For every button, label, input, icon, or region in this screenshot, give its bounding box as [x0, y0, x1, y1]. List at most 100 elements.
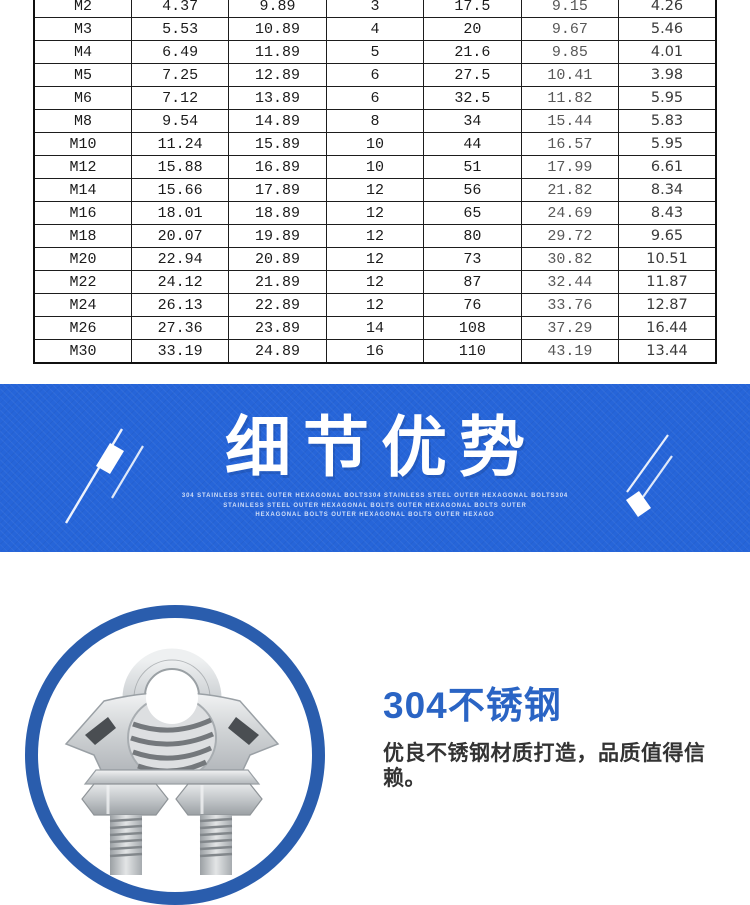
table-row: M3 5.53 10.89 4 20 9.67 5.46 [33, 17, 717, 41]
table-cell: 12 [325, 247, 425, 271]
table-row: M4 6.49 11.89 5 21.6 9.85 4.01 [33, 40, 717, 64]
table-row: M18 20.07 19.89 12 80 29.72 9.65 [33, 224, 717, 248]
table-cell: 6.49 [130, 40, 230, 64]
table-cell: 30.82 [520, 247, 620, 271]
table-cell: 23.89 [228, 316, 327, 340]
table-cell: 24.89 [228, 339, 327, 364]
table-row: M22 24.12 21.89 12 87 32.44 11.87 [33, 270, 717, 294]
table-cell: 12.89 [228, 63, 327, 87]
table-cell: 7.25 [130, 63, 230, 87]
table-cell: M22 [33, 270, 132, 294]
table-cell: 34 [423, 109, 522, 133]
feature-text-block: 304不锈钢 优良不锈钢材质打造，品质值得信赖。 [383, 685, 723, 791]
table-cell: 24.12 [130, 270, 230, 294]
table-cell: 10.51 [618, 247, 717, 271]
table-cell: 15.66 [130, 178, 230, 202]
table-cell: M12 [33, 155, 132, 179]
table-cell: 22.89 [228, 293, 327, 317]
banner-section: 细节优势 304 STAINLESS STEEL OUTER HEXAGONAL… [0, 384, 750, 552]
banner-subtitle-line: 304 STAINLESS STEEL OUTER HEXAGONAL BOLT… [181, 493, 569, 499]
table-cell: 108 [423, 316, 522, 340]
table-cell: 10.41 [520, 63, 620, 87]
table-cell: 3.98 [618, 63, 717, 87]
table-row: M30 33.19 24.89 16 110 43.19 13.44 [33, 339, 717, 364]
table-cell: 21.89 [228, 270, 327, 294]
table-cell: M8 [33, 109, 132, 133]
table-cell: 16.89 [228, 155, 327, 179]
table-cell: 27.36 [130, 316, 230, 340]
table-cell: 7.12 [130, 86, 230, 110]
table-cell: 24.69 [520, 201, 620, 225]
feature-heading: 304不锈钢 [383, 685, 562, 726]
table-cell: M4 [33, 40, 132, 64]
table-cell: 9.15 [520, 0, 620, 18]
product-photo-circle [25, 605, 325, 905]
table-cell: 33.19 [130, 339, 230, 364]
table-cell: M14 [33, 178, 132, 202]
table-cell: 12 [325, 178, 425, 202]
table-cell: 13.89 [228, 86, 327, 110]
table-row: M26 27.36 23.89 14 108 37.29 16.44 [33, 316, 717, 340]
table-cell: 27.5 [423, 63, 522, 87]
table-cell: 5 [325, 40, 425, 64]
table-cell: M5 [33, 63, 132, 87]
table-cell: 11.89 [228, 40, 327, 64]
table-cell: 76 [423, 293, 522, 317]
table-row: M6 7.12 13.89 6 32.5 11.82 5.95 [33, 86, 717, 110]
table-cell: 6 [325, 86, 425, 110]
table-cell: 6 [325, 63, 425, 87]
diagonal-slash-decoration-right [626, 434, 673, 517]
table-cell: 73 [423, 247, 522, 271]
table-cell: M18 [33, 224, 132, 248]
spec-table-body: M2 4.37 9.89 3 17.5 9.15 4.26 M3 5.53 10.89 4 20 9.6… [33, 0, 717, 364]
table-row: M8 9.54 14.89 8 34 15.44 5.83 [33, 109, 717, 133]
table-cell: 20.89 [228, 247, 327, 271]
table-cell: 3 [325, 0, 425, 18]
table-cell: 5.83 [618, 109, 717, 133]
table-cell: 11.82 [520, 86, 620, 110]
table-cell: 8.34 [618, 178, 717, 202]
table-cell: 14 [325, 316, 425, 340]
banner-subtitle: 304 STAINLESS STEEL OUTER HEXAGONAL BOLT… [0, 492, 750, 521]
table-row: M24 26.13 22.89 12 76 33.76 12.87 [33, 293, 717, 317]
table-cell: 51 [423, 155, 522, 179]
table-cell: 17.99 [520, 155, 620, 179]
table-cell: 12 [325, 293, 425, 317]
table-cell: 9.89 [228, 0, 327, 18]
table-cell: 15.44 [520, 109, 620, 133]
table-cell: 4.26 [618, 0, 717, 18]
table-cell: 87 [423, 270, 522, 294]
table-cell: M10 [33, 132, 132, 156]
table-cell: 44 [423, 132, 522, 156]
table-cell: 16.57 [520, 132, 620, 156]
table-cell: 32.44 [520, 270, 620, 294]
table-cell: 33.76 [520, 293, 620, 317]
table-cell: 15.88 [130, 155, 230, 179]
table-cell: 6.61 [618, 155, 717, 179]
table-cell: 110 [423, 339, 522, 364]
table-cell: 56 [423, 178, 522, 202]
table-row: M10 11.24 15.89 10 44 16.57 5.95 [33, 132, 717, 156]
table-cell: 9.67 [520, 17, 620, 41]
table-cell: 5.46 [618, 17, 717, 41]
table-cell: 29.72 [520, 224, 620, 248]
table-cell: M24 [33, 293, 132, 317]
table-cell: 8 [325, 109, 425, 133]
table-cell: M3 [33, 17, 132, 41]
table-cell: 12 [325, 224, 425, 248]
table-cell: 10 [325, 155, 425, 179]
table-cell: 21.82 [520, 178, 620, 202]
table-cell: 11.24 [130, 132, 230, 156]
table-cell: 20 [423, 17, 522, 41]
table-cell: 65 [423, 201, 522, 225]
table-row: M20 22.94 20.89 12 73 30.82 10.51 [33, 247, 717, 271]
table-cell: 11.87 [618, 270, 717, 294]
table-cell: 80 [423, 224, 522, 248]
table-cell: 14.89 [228, 109, 327, 133]
table-cell: 10 [325, 132, 425, 156]
table-row: M16 18.01 18.89 12 65 24.69 8.43 [33, 201, 717, 225]
table-cell: 13.44 [618, 339, 717, 364]
table-cell: 37.29 [520, 316, 620, 340]
table-cell: 4.01 [618, 40, 717, 64]
table-cell: 17.89 [228, 178, 327, 202]
